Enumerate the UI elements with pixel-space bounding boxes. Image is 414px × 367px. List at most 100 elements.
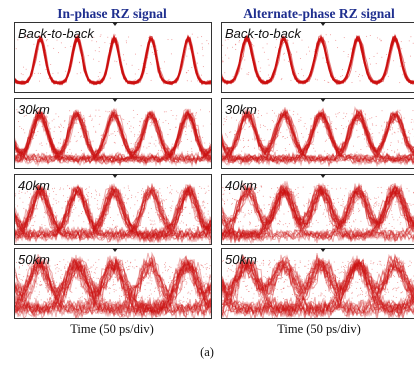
noise-dot bbox=[61, 153, 62, 154]
noise-dot bbox=[73, 220, 74, 221]
noise-dot bbox=[148, 304, 149, 305]
noise-dot bbox=[87, 272, 88, 273]
noise-dot bbox=[131, 155, 132, 156]
noise-dot bbox=[128, 198, 129, 199]
noise-dot bbox=[201, 210, 202, 211]
noise-dot bbox=[303, 296, 304, 297]
noise-dot bbox=[80, 112, 81, 113]
noise-dot bbox=[380, 300, 381, 301]
noise-dot bbox=[251, 268, 252, 269]
noise-dot bbox=[305, 144, 306, 145]
noise-dot bbox=[18, 274, 19, 275]
noise-dot bbox=[307, 212, 308, 213]
noise-dot bbox=[55, 265, 56, 266]
noise-dot bbox=[183, 222, 184, 223]
noise-dot bbox=[262, 47, 263, 48]
noise-dot bbox=[197, 37, 198, 38]
noise-dot bbox=[336, 276, 337, 277]
noise-dot bbox=[46, 143, 47, 144]
noise-dot bbox=[96, 194, 97, 195]
noise-dot bbox=[155, 124, 156, 125]
noise-dot bbox=[95, 50, 96, 51]
noise-dot bbox=[138, 295, 139, 296]
noise-dot bbox=[336, 218, 337, 219]
noise-dot bbox=[358, 76, 359, 77]
noise-dot bbox=[61, 270, 62, 271]
noise-dot bbox=[202, 202, 203, 203]
noise-dot bbox=[394, 132, 395, 133]
noise-dot bbox=[298, 217, 299, 218]
noise-dot bbox=[198, 197, 199, 198]
noise-dot bbox=[204, 298, 205, 299]
noise-dot bbox=[48, 304, 49, 305]
noise-dot bbox=[226, 295, 227, 296]
noise-dot bbox=[119, 125, 120, 126]
noise-dot bbox=[278, 56, 279, 57]
noise-dot bbox=[208, 186, 209, 187]
noise-dot bbox=[97, 223, 98, 224]
noise-dot bbox=[276, 232, 277, 233]
noise-dot bbox=[131, 131, 132, 132]
noise-dot bbox=[392, 45, 393, 46]
noise-dot bbox=[280, 132, 281, 133]
noise-dot bbox=[365, 263, 366, 264]
noise-dot bbox=[128, 146, 129, 147]
noise-dot bbox=[207, 276, 208, 277]
noise-dot bbox=[152, 112, 153, 113]
noise-dot bbox=[281, 271, 282, 272]
noise-dot bbox=[398, 131, 399, 132]
noise-dot bbox=[287, 302, 288, 303]
noise-dot bbox=[69, 297, 70, 298]
noise-dot bbox=[263, 260, 264, 261]
noise-dot bbox=[59, 189, 60, 190]
noise-dot bbox=[255, 212, 256, 213]
noise-dot bbox=[75, 207, 76, 208]
noise-dot bbox=[174, 284, 175, 285]
noise-dot bbox=[236, 306, 237, 307]
noise-dot bbox=[145, 67, 146, 68]
noise-dot bbox=[392, 127, 393, 128]
noise-dot bbox=[65, 264, 66, 265]
noise-dot bbox=[394, 308, 395, 309]
noise-dot bbox=[66, 281, 67, 282]
noise-dot bbox=[151, 191, 152, 192]
noise-dot bbox=[383, 307, 384, 308]
noise-dot bbox=[339, 273, 340, 274]
noise-dot bbox=[231, 228, 232, 229]
noise-dot bbox=[184, 200, 185, 201]
noise-dot bbox=[185, 233, 186, 234]
noise-dot bbox=[133, 216, 134, 217]
noise-dot bbox=[393, 296, 394, 297]
noise-dot bbox=[280, 158, 281, 159]
noise-dot bbox=[93, 222, 94, 223]
noise-dot bbox=[60, 277, 61, 278]
noise-dot bbox=[121, 263, 122, 264]
noise-dot bbox=[187, 118, 188, 119]
noise-dot bbox=[319, 267, 320, 268]
noise-dot bbox=[102, 199, 103, 200]
noise-dot bbox=[308, 143, 309, 144]
noise-dot bbox=[22, 280, 23, 281]
noise-dot bbox=[317, 280, 318, 281]
noise-dot bbox=[315, 49, 316, 50]
noise-dot bbox=[162, 272, 163, 273]
noise-dot bbox=[369, 138, 370, 139]
noise-dot bbox=[393, 123, 394, 124]
noise-dot bbox=[179, 300, 180, 301]
noise-dot bbox=[119, 298, 120, 299]
noise-dot bbox=[155, 140, 156, 141]
noise-dot bbox=[122, 135, 123, 136]
noise-dot bbox=[154, 143, 155, 144]
noise-dot bbox=[93, 59, 94, 60]
noise-dot bbox=[406, 214, 407, 215]
noise-dot bbox=[230, 220, 231, 221]
noise-dot bbox=[327, 229, 328, 230]
noise-dot bbox=[155, 288, 156, 289]
noise-dot bbox=[241, 151, 242, 152]
noise-dot bbox=[85, 272, 86, 273]
noise-dot bbox=[46, 152, 47, 153]
noise-dot bbox=[282, 193, 283, 194]
noise-dot bbox=[345, 188, 346, 189]
noise-dot bbox=[110, 305, 111, 306]
noise-dot bbox=[382, 220, 383, 221]
